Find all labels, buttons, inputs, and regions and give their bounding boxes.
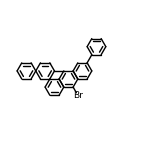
Text: Br: Br — [73, 91, 83, 100]
